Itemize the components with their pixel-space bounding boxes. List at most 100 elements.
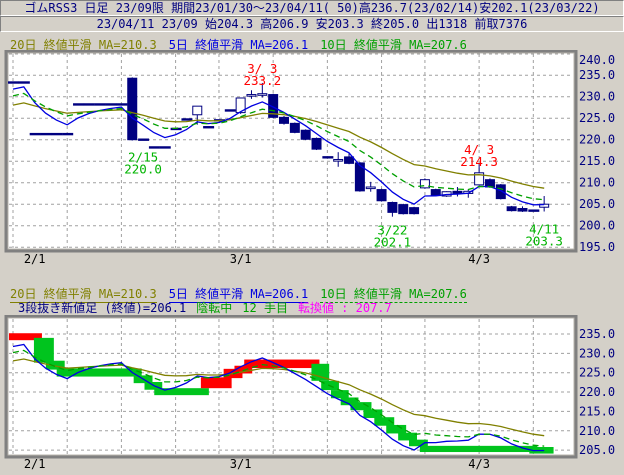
break-block-down	[330, 390, 349, 399]
break-block-down	[363, 409, 383, 418]
annotation-price: 220.0	[124, 162, 162, 177]
break-block-down	[398, 432, 417, 441]
y-tick-label: 195.0	[579, 240, 615, 254]
break-block-down	[374, 417, 395, 426]
y-tick-label: 235.0	[579, 327, 615, 341]
candle-down	[376, 189, 387, 202]
y-tick-label: 210.0	[579, 176, 615, 190]
candle-down	[279, 116, 289, 124]
plot-area[interactable]	[7, 317, 575, 456]
candle-up	[365, 186, 376, 190]
break-block-down	[311, 363, 330, 381]
y-tick-label: 220.0	[579, 133, 615, 147]
x-tick-label: 3/1	[230, 457, 252, 471]
candle-up	[333, 158, 344, 162]
candle-down	[452, 190, 463, 194]
ma-line-10d	[12, 349, 545, 447]
x-tick-label: 2/1	[24, 457, 46, 471]
ma-legend-item-20d: 20日 終値平滑 MA=210.3	[10, 287, 157, 303]
plot-area[interactable]	[7, 52, 575, 250]
x-tick-label: 2/1	[24, 252, 46, 266]
last-quote-bar: 23/04/11 23/09 始204.3 高206.9 安203.3 終205…	[0, 16, 624, 32]
plot-frame	[4, 50, 578, 253]
x-axis-labels: 2/1 3/1 4/3	[24, 457, 490, 471]
x-tick-label: 4/3	[468, 457, 490, 471]
break-block-down	[56, 368, 142, 377]
break-block-up	[200, 377, 232, 389]
candle-up	[419, 179, 430, 189]
annotation-price: 203.3	[525, 234, 563, 249]
candle-down	[506, 206, 517, 212]
status-part-0: 3段抜き新値足 (終値)=206.1	[18, 301, 187, 315]
y-tick-label: 220.0	[579, 385, 615, 399]
candle-down	[354, 162, 365, 192]
break-block-down	[386, 424, 407, 434]
y-tick-label: 230.0	[579, 90, 615, 104]
candle-up	[235, 97, 246, 114]
line-break-blocks	[9, 333, 554, 454]
candle-down	[344, 156, 355, 164]
break-block-down	[45, 360, 65, 370]
annotation-date: 4/ 3	[464, 142, 494, 157]
status-part-2: 12 手目	[242, 301, 288, 315]
plot-frame	[4, 315, 578, 459]
candle-down	[398, 204, 409, 215]
candle-up	[474, 172, 485, 186]
contract-summary-bar: ゴムRSS3 日足 23/09限 期間23/01/30～23/04/11( 50…	[0, 0, 624, 16]
candle-down	[300, 129, 311, 140]
annotation-date: 3/ 3	[247, 61, 277, 76]
annotation-price: 202.1	[374, 235, 412, 250]
status-part-3: 転換値 : 207.7	[297, 301, 392, 315]
y-tick-label: 235.0	[579, 68, 615, 82]
candle-down	[409, 207, 420, 215]
candle-up	[246, 94, 257, 97]
break-block-up	[244, 359, 320, 369]
y-tick-label: 205.0	[579, 197, 615, 211]
candle-down	[289, 122, 300, 133]
ma-line-10d	[12, 92, 545, 201]
break-block-down	[33, 337, 54, 363]
line-break-chart: 235.0 230.0 225.0 220.0 215.0 210.0 205.0 2/1 3/…	[4, 315, 615, 471]
candle-down	[495, 184, 506, 200]
break-block-down	[154, 388, 209, 396]
y-tick-label: 230.0	[579, 346, 615, 360]
y-tick-label: 215.0	[579, 154, 615, 168]
ma-legend-item-10d: 10日 終値平滑 MA=207.6	[320, 287, 467, 303]
bottom-chart-ma-legend: 20日 終値平滑 MA=210.3 5日 終値平滑 MA=206.1 10日 終値平…	[10, 285, 479, 303]
x-tick-label: 4/3	[468, 252, 490, 266]
candle-up	[257, 93, 268, 96]
y-tick-label: 240.0	[579, 53, 615, 67]
candles	[8, 77, 550, 217]
break-block-down	[408, 439, 428, 447]
x-axis-labels: 2/1 3/1 4/3	[24, 252, 490, 266]
y-tick-label: 200.0	[579, 219, 615, 233]
ma-legend-item-5d: 5日 終値平滑 MA=206.1	[168, 287, 309, 303]
candle-up	[192, 105, 203, 116]
y-tick-label: 215.0	[579, 404, 615, 418]
break-block-up	[9, 333, 42, 341]
annotation-date: 2/15	[128, 150, 158, 165]
break-block-down	[350, 402, 372, 411]
candle-down	[311, 137, 322, 150]
y-tick-label: 225.0	[579, 366, 615, 380]
candle-down	[517, 208, 528, 212]
candle-down	[387, 201, 398, 213]
y-tick-label: 205.0	[579, 443, 615, 457]
candle-down	[268, 94, 279, 118]
y-tick-label: 225.0	[579, 111, 615, 125]
annotation-price: 214.3	[460, 154, 498, 169]
y-axis-labels: 235.0 230.0 225.0 220.0 215.0 210.0 205.0	[579, 327, 615, 457]
line-break-status-line: 3段抜き新値足 (終値)=206.1 陰転中 12 手目 転換値 : 207.7	[18, 299, 402, 316]
y-tick-label: 210.0	[579, 424, 615, 438]
break-block-up	[234, 365, 253, 374]
annotation-price: 233.2	[243, 73, 281, 88]
candle-down	[430, 189, 441, 197]
annotation-date: 3/22	[377, 223, 407, 238]
break-block-down	[340, 397, 359, 406]
annotation-date: 4/11	[529, 222, 559, 237]
break-block-down	[419, 445, 538, 453]
